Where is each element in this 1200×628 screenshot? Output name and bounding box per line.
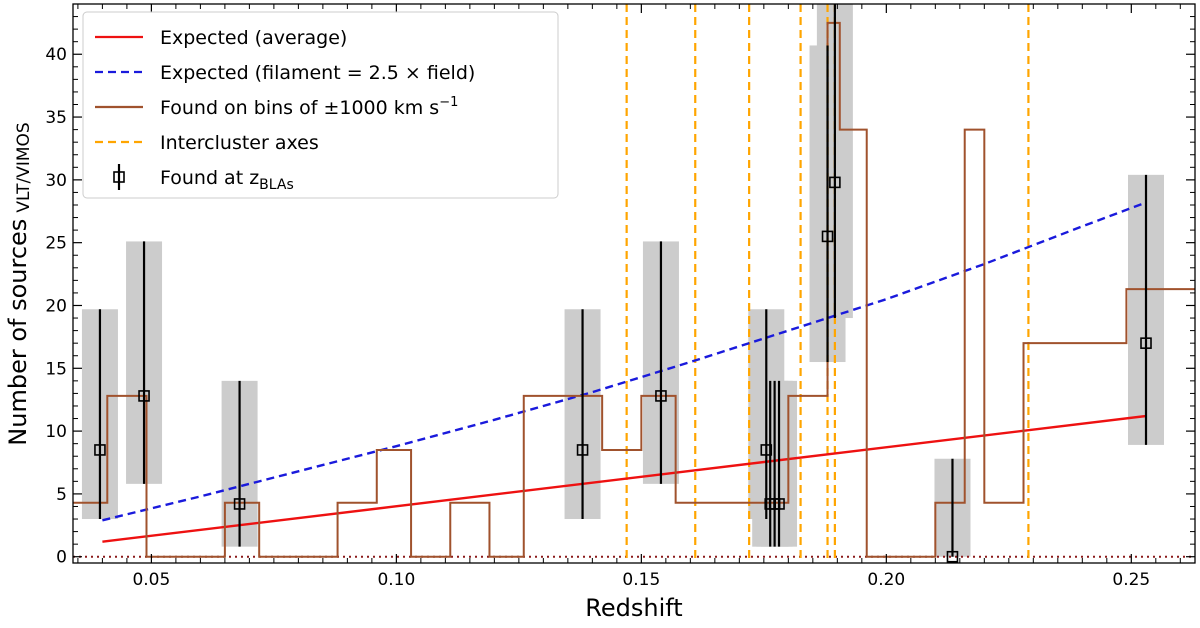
y-tick-label-8: 40 — [45, 45, 67, 65]
bla-marker-2 — [233, 498, 246, 510]
y-tick-label-6: 30 — [45, 171, 67, 191]
legend-box — [82, 11, 559, 199]
bla-marker-1 — [138, 390, 150, 402]
x-tick-label-4: 0.25 — [1112, 570, 1150, 590]
bla-marker-11 — [946, 550, 959, 563]
x-axis-label: Redshift — [585, 594, 682, 622]
x-tick-label-3: 0.20 — [867, 570, 905, 590]
y-tick-label-7: 35 — [45, 108, 67, 128]
legend-label-found-at-z-main: Found at z — [160, 167, 259, 189]
y-tick-label-5: 25 — [45, 234, 67, 254]
y-axis-label: Number of sources VLT/VIMOS — [4, 122, 34, 445]
legend-label-found-bins: Found on bins of ±1000 km s−1 — [160, 95, 458, 119]
y-axis-label-main: Number of sources — [4, 219, 32, 446]
legend-label-found-at-z: Found at zBLAs — [160, 167, 294, 193]
y-tick-label-3: 15 — [45, 359, 67, 379]
bla-marker-3 — [576, 444, 589, 456]
bla-marker-0 — [94, 444, 106, 456]
legend-swatch-square-marker — [113, 171, 125, 183]
y-axis-label-subscript: VLT/VIMOS — [14, 122, 34, 212]
legend-label-found-bins-sup: −1 — [439, 95, 458, 110]
legend-label-expected-average: Expected (average) — [160, 27, 347, 49]
bla-marker-12 — [1140, 337, 1152, 349]
legend-label-intercluster-axes: Intercluster axes — [160, 132, 319, 154]
y-tick-label-2: 10 — [45, 422, 67, 442]
expected-filament-line — [102, 201, 1147, 522]
series-layer — [73, 21, 1195, 558]
bla-marker-8 — [773, 498, 785, 510]
y-tick-label-4: 20 — [45, 296, 67, 316]
x-tick-label-1: 0.10 — [377, 570, 415, 590]
tick-layer: 0.05 0.10 0.15 0.20 0.25 0 5 10 15 20 25 30 35 40 — [45, 4, 1195, 590]
bla-marker-10 — [829, 176, 841, 189]
plot-frame — [72, 3, 1196, 564]
expected-average-line — [102, 414, 1147, 543]
y-tick-label-1: 5 — [56, 485, 67, 505]
y-tick-label-0: 0 — [56, 548, 67, 568]
found-bins-step-line — [73, 21, 1195, 558]
legend-label-found-at-z-sub: BLAs — [259, 177, 294, 193]
bla-marker-4 — [655, 390, 667, 402]
legend: Expected (average) Expected (filament = … — [82, 11, 559, 199]
legend-label-found-bins-main: Found on bins of ±1000 km s — [160, 97, 439, 119]
bla-marker-9 — [821, 230, 834, 243]
y-axis-label-group: Number of sources VLT/VIMOS — [4, 122, 34, 445]
x-tick-label-0: 0.05 — [132, 570, 170, 590]
x-tick-label-2: 0.15 — [622, 570, 660, 590]
errorbar-layer — [94, 4, 1152, 563]
legend-label-expected-filament: Expected (filament = 2.5 × field) — [160, 62, 475, 84]
